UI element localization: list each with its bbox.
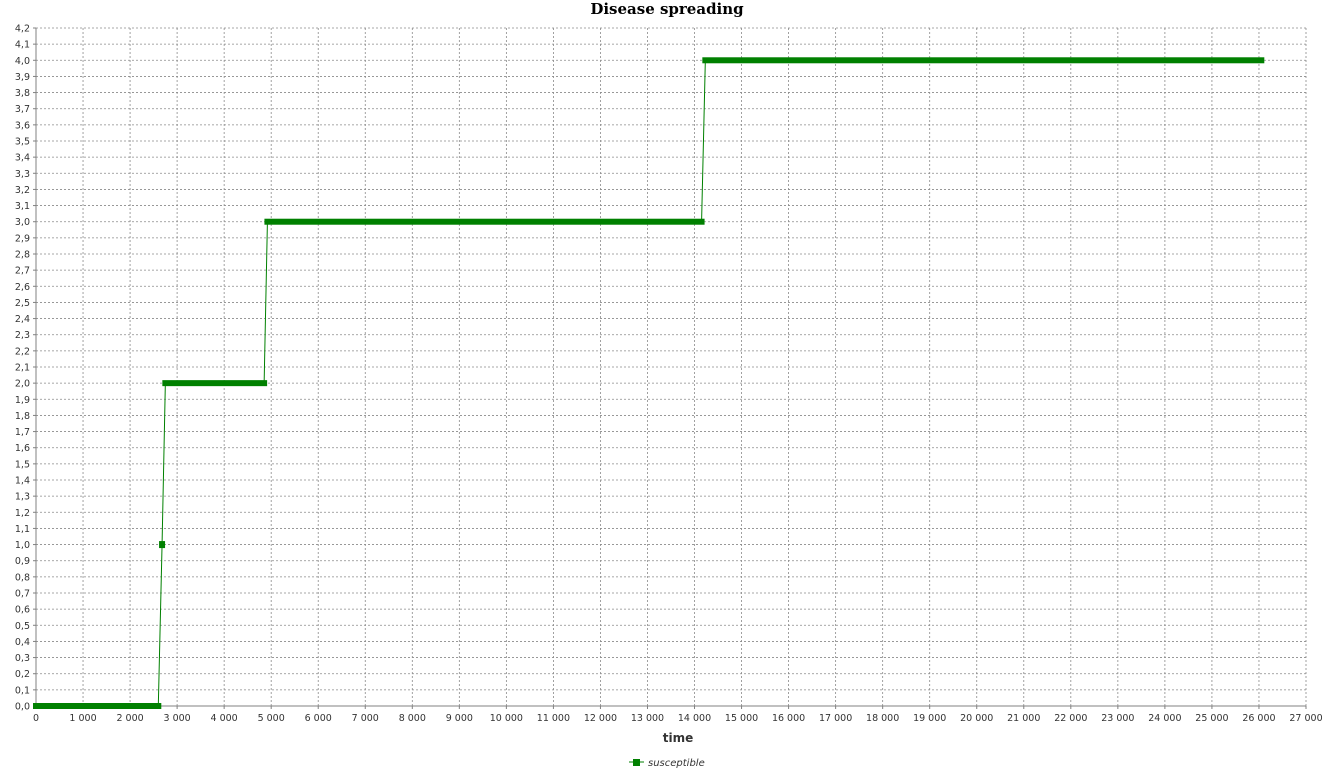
x-tick-label: 18 000 <box>866 713 899 724</box>
x-tick-label: 6 000 <box>305 713 332 724</box>
y-tick-label: 1,9 <box>15 395 30 406</box>
y-tick-label: 1,1 <box>15 524 30 535</box>
grid <box>35 27 1307 707</box>
y-tick-label: 3,5 <box>15 137 30 148</box>
y-tick-label: 1,5 <box>15 459 30 470</box>
y-tick-label: 0,3 <box>15 653 30 664</box>
y-tick-label: 2,8 <box>15 250 30 261</box>
x-tick-label: 20 000 <box>960 713 993 724</box>
data-plateau <box>33 703 162 709</box>
y-tick-label: 0,6 <box>15 605 30 616</box>
x-tick-label: 2 000 <box>116 713 143 724</box>
x-tick-label: 8 000 <box>399 713 426 724</box>
y-tick-label: 1,6 <box>15 443 30 454</box>
y-tick-label: 1,0 <box>15 540 30 551</box>
y-tick-label: 3,4 <box>15 153 30 164</box>
axes: 0,0 0,1 0,2 0,3 0,4 0,5 0,6 0,7 0,8 0,9 1,0 1,1 1,2 1… <box>15 24 1323 725</box>
y-tick-label: 3,7 <box>15 104 30 115</box>
x-tick-label: 21 000 <box>1007 713 1040 724</box>
y-tick-label: 0,4 <box>15 637 30 648</box>
data-plateau <box>702 57 1265 64</box>
y-tick-label: 1,7 <box>15 427 30 438</box>
y-tick-label: 3,6 <box>15 120 30 131</box>
x-tick-label: 5 000 <box>258 713 285 724</box>
y-tick-label: 4,2 <box>15 24 30 35</box>
x-tick-label: 11 000 <box>537 713 570 724</box>
data-plateau <box>264 218 705 225</box>
y-tick-label: 0,7 <box>15 589 30 600</box>
series-susceptible <box>33 57 1265 709</box>
y-tick-label: 2,3 <box>15 330 30 341</box>
y-tick-label: 1,2 <box>15 508 30 519</box>
x-tick-label: 16 000 <box>772 713 805 724</box>
y-tick-label: 2,9 <box>15 233 30 244</box>
y-tick-label: 0,9 <box>15 556 30 567</box>
data-point <box>159 541 166 549</box>
y-tick-label: 2,7 <box>15 266 30 277</box>
data-plateau <box>162 380 268 387</box>
x-tick-label: 17 000 <box>819 713 852 724</box>
legend: susceptible <box>629 758 705 769</box>
y-tick-label: 0,5 <box>15 621 30 632</box>
x-tick-label: 13 000 <box>631 713 664 724</box>
x-tick-label: 3 000 <box>164 713 191 724</box>
chart-title: Disease spreading <box>590 0 744 18</box>
y-tick-label: 2,0 <box>15 379 30 390</box>
legend-marker <box>633 759 640 766</box>
y-tick-label: 3,9 <box>15 72 30 83</box>
y-tick-label: 2,4 <box>15 314 30 325</box>
y-tick-label: 3,2 <box>15 185 30 196</box>
y-tick-label: 4,1 <box>15 40 30 51</box>
y-tick-label: 3,3 <box>15 169 30 180</box>
x-tick-label: 15 000 <box>725 713 758 724</box>
x-tick-label: 0 <box>33 713 39 724</box>
y-tick-label: 1,3 <box>15 492 30 503</box>
y-tick-label: 0,8 <box>15 572 30 583</box>
x-tick-label: 7 000 <box>352 713 379 724</box>
x-tick-label: 26 000 <box>1242 713 1275 724</box>
x-tick-label: 1 000 <box>69 713 96 724</box>
x-tick-label: 22 000 <box>1054 713 1087 724</box>
x-tick-label: 25 000 <box>1195 713 1228 724</box>
y-tick-label: 2,2 <box>15 346 30 357</box>
x-tick-label: 4 000 <box>211 713 238 724</box>
y-tick-label: 3,1 <box>15 201 30 212</box>
y-tick-label: 0,0 <box>15 702 30 713</box>
x-tick-label: 12 000 <box>584 713 617 724</box>
y-tick-label: 0,2 <box>15 669 30 680</box>
y-tick-label: 3,8 <box>15 88 30 99</box>
x-axis-label: time <box>663 731 694 745</box>
y-tick-label: 0,1 <box>15 685 30 696</box>
x-tick-label: 9 000 <box>446 713 473 724</box>
x-tick-label: 14 000 <box>678 713 711 724</box>
x-tick-label: 27 000 <box>1289 713 1322 724</box>
x-tick-label: 19 000 <box>913 713 946 724</box>
y-tick-label: 2,1 <box>15 363 30 374</box>
x-tick-label: 23 000 <box>1101 713 1134 724</box>
y-tick-label: 1,8 <box>15 411 30 422</box>
y-tick-label: 2,6 <box>15 282 30 293</box>
y-tick-label: 1,4 <box>15 476 30 487</box>
x-tick-label: 24 000 <box>1148 713 1181 724</box>
y-tick-label: 3,0 <box>15 217 30 228</box>
y-tick-label: 2,5 <box>15 298 30 309</box>
legend-label-susceptible: susceptible <box>648 758 705 769</box>
y-tick-label: 4,0 <box>15 56 30 67</box>
x-tick-label: 10 000 <box>490 713 523 724</box>
